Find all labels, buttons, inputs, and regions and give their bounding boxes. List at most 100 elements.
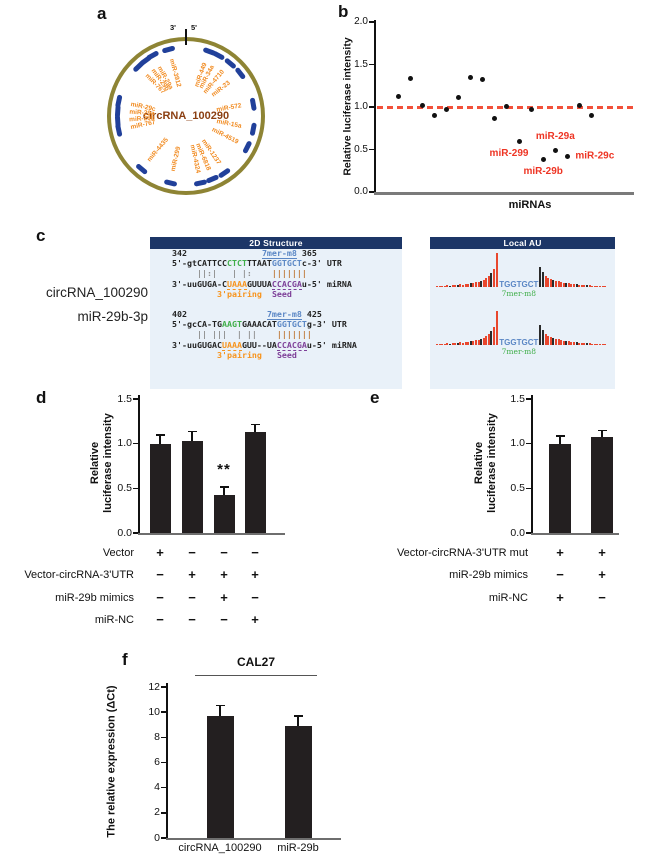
mirna-site-tick	[223, 57, 237, 70]
au-bar	[469, 341, 472, 345]
panel-b: b Relative luciferase intensity 0.0 0.5 1.…	[330, 0, 650, 222]
error-bar-cap	[250, 423, 260, 426]
sequence-segment: 365	[301, 248, 317, 258]
y-tick	[369, 63, 374, 66]
error-bar-cap	[219, 486, 229, 488]
y-axis-title: Relative luciferase intensity	[473, 413, 498, 513]
sequence-segment	[172, 289, 217, 299]
condition-symbol: +	[556, 545, 564, 560]
error-bar-line	[254, 424, 256, 433]
au-bar	[570, 284, 573, 287]
au-bar	[485, 278, 488, 287]
au-bar	[464, 342, 467, 345]
y-tick-label: 1.0	[117, 437, 132, 450]
panel-c-label: c	[36, 226, 46, 245]
error-bar-cap	[155, 434, 165, 436]
x-axis	[374, 192, 634, 195]
condition-symbol: +	[251, 567, 259, 582]
highlight-label: miR-29a	[535, 131, 575, 143]
y-tick	[526, 398, 531, 400]
sequence-segment	[262, 350, 277, 360]
sequence-segment: GGTGCT	[271, 258, 302, 269]
scatter-point	[589, 113, 595, 118]
au-bar	[604, 344, 607, 345]
au-bar	[487, 276, 490, 287]
y-tick	[369, 191, 374, 193]
circrna-name: circRNA_100290	[142, 110, 230, 122]
sequence-segment: |||||||	[271, 268, 307, 279]
au-bar	[472, 283, 475, 287]
y-tick-label: 6	[154, 756, 160, 769]
panel-a-label: a	[97, 4, 107, 23]
sequence-segment: c-3' UTR	[301, 258, 342, 269]
panel-f-label: f	[122, 650, 128, 669]
sequence-segment: 3'pairing	[216, 288, 262, 299]
mirna-site-tick	[145, 50, 160, 61]
y-tick	[133, 398, 138, 400]
panel-d-label: d	[36, 388, 47, 407]
y-tick-label: 1.5	[354, 58, 368, 70]
site-sequence: TGGTGCT	[499, 338, 539, 347]
sequence-segment: 5'-gtCATTCC	[172, 258, 227, 269]
condition-label: Vector	[102, 547, 134, 559]
condition-symbol: −	[188, 612, 196, 627]
y-tick-label: 0.5	[354, 143, 368, 155]
error-bar-line	[219, 705, 221, 716]
au-bar	[459, 284, 462, 287]
au-bar	[588, 285, 591, 287]
sequence-segment: TTAAT	[246, 258, 272, 269]
au-bar	[560, 340, 563, 345]
y-tick	[369, 21, 374, 23]
au-bar	[560, 282, 563, 287]
panel-f-chart: 0 2 4 6 8 10 12 circRNA_100290 miR-29b	[80, 645, 380, 866]
y-tick	[161, 686, 166, 688]
y-tick-label: 0.0	[510, 526, 525, 539]
au-bar	[567, 283, 570, 287]
sequence-segment: 402	[172, 309, 187, 319]
condition-symbol: +	[251, 612, 259, 627]
condition-label: Vector-circRNA-3'UTR	[24, 569, 134, 581]
sequence-segment: UAAA	[226, 278, 247, 290]
condition-label: miR-29b mimics	[449, 569, 528, 581]
y-axis	[374, 20, 376, 192]
sequence-segment: GUUUA	[246, 278, 272, 289]
mirna-site-tick	[163, 179, 178, 187]
y-tick-label: 0.5	[117, 481, 132, 494]
y-tick-label: 12	[148, 680, 160, 693]
au-bar	[474, 340, 477, 345]
au-bar	[495, 311, 498, 345]
au-bar	[459, 342, 462, 345]
y-tick	[133, 487, 138, 490]
binding-site-block-2: 402 7mer-m8 425 5'-gcCA-TGAAGTGAAACATGGT…	[172, 309, 357, 360]
bar	[213, 495, 235, 533]
au-bar	[578, 285, 581, 287]
au-site-text: TGGTGCT 7mer-m8	[499, 338, 538, 356]
category-label: miR-29b	[277, 842, 319, 854]
sequence-segment: || ||| | ||	[172, 329, 277, 340]
sequence-segment: 425	[306, 309, 322, 319]
au-bar	[567, 341, 570, 345]
au-bar	[451, 343, 454, 345]
au-bar	[461, 343, 464, 345]
au-bar	[482, 338, 485, 345]
au-bar	[441, 344, 444, 345]
site-type: 7mer-m8	[501, 347, 536, 356]
au-bar	[544, 334, 547, 345]
au-bar	[593, 344, 596, 345]
mirna-site-label: miR-4519	[210, 126, 240, 146]
au-bar	[448, 344, 451, 345]
mirna-site-tick	[135, 162, 149, 175]
au-bar	[438, 286, 441, 287]
y-tick	[161, 761, 166, 764]
y-tick	[526, 487, 531, 490]
au-bar	[490, 331, 493, 345]
sequence-segment: |||||||	[276, 329, 312, 340]
au-bar	[480, 281, 483, 287]
y-tick-label: 1.5	[117, 392, 132, 405]
mirna-site-tick	[161, 45, 176, 54]
scatter-point	[395, 94, 401, 100]
au-bar	[583, 343, 586, 345]
sequence-segment: 3'-uuGUGA-C	[172, 278, 227, 289]
au-bar	[580, 285, 583, 287]
